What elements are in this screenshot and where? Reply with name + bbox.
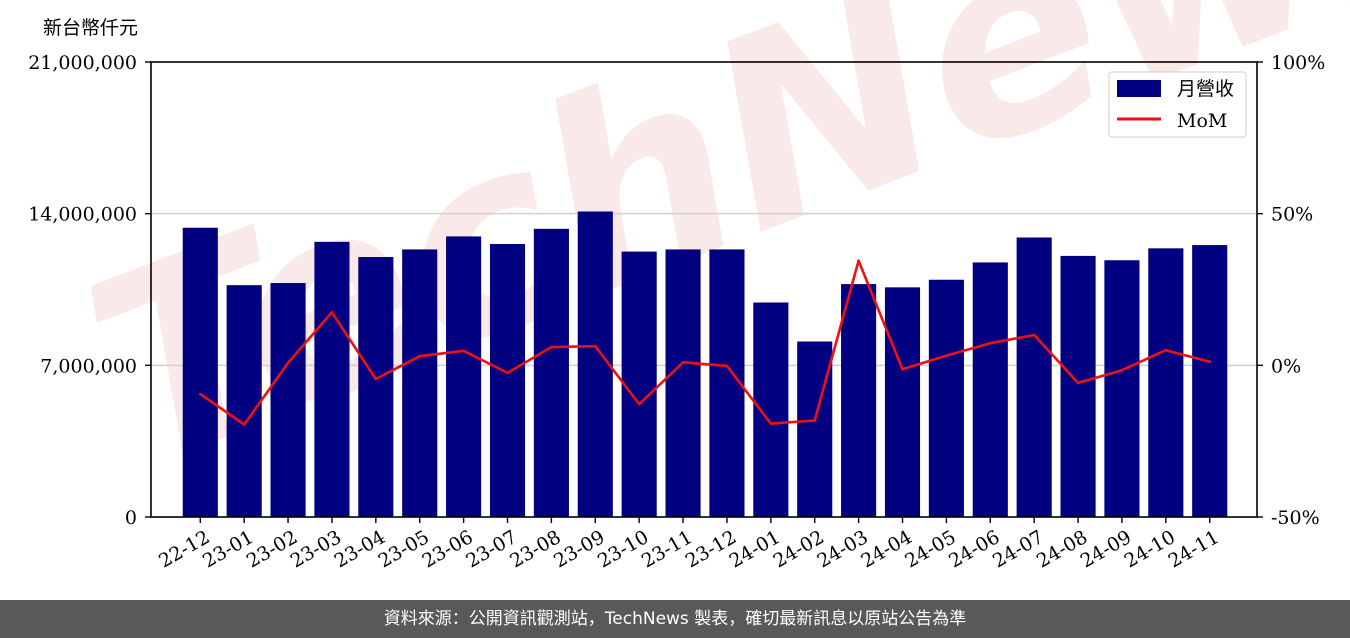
right-tick-label: 100% [1271, 52, 1325, 74]
bar-24-10 [1148, 248, 1184, 518]
x-axis-ticks: 22-1223-0123-0223-0323-0423-0523-0623-07… [155, 517, 1223, 572]
y-axis-unit-label: 新台幣仟元 [43, 17, 138, 39]
mom-point-23-03 [330, 310, 334, 314]
mom-point-23-05 [418, 354, 422, 358]
mom-point-24-09 [1120, 368, 1124, 372]
mom-point-24-10 [1164, 348, 1168, 352]
mom-point-24-01 [769, 422, 773, 425]
left-tick-label: 14,000,000 [28, 204, 137, 226]
bar-23-11 [665, 249, 701, 517]
bar-23-08 [533, 228, 569, 518]
bar-23-10 [621, 251, 657, 518]
bar-23-05 [402, 249, 438, 517]
bar-24-09 [1104, 260, 1140, 517]
bar-23-06 [446, 236, 482, 517]
mom-point-23-06 [462, 349, 465, 353]
mom-point-24-07 [1032, 333, 1036, 337]
mom-point-24-02 [813, 419, 817, 422]
right-axis-ticks: -50% 0% 50% 100% [1257, 52, 1325, 529]
mom-point-23-10 [637, 402, 641, 406]
axes [150, 61, 1258, 518]
mom-point-23-07 [506, 371, 509, 375]
bar-24-02 [797, 341, 833, 517]
footer-source-note: 資料來源：公開資訊觀測站，TechNews 製表，確切最新訊息以原站公告為準 [0, 600, 1350, 638]
mom-point-24-11 [1208, 360, 1212, 363]
mom-line-layer [198, 259, 1212, 426]
bar-23-07 [489, 244, 526, 517]
legend-bar-swatch [1117, 80, 1161, 97]
legend-label-revenue: 月營收 [1177, 78, 1234, 100]
mom-point-23-11 [681, 361, 685, 364]
left-tick-label: 7,000,000 [40, 355, 137, 377]
mom-point-23-08 [550, 345, 553, 349]
right-tick-label: 0% [1271, 355, 1301, 377]
bar-24-06 [972, 262, 1008, 517]
mom-point-24-03 [857, 259, 860, 262]
mom-point-23-02 [286, 361, 290, 365]
revenue-bars [182, 211, 1228, 518]
left-tick-label: 21,000,000 [28, 52, 137, 74]
bar-24-05 [928, 279, 964, 517]
bar-24-07 [1016, 237, 1052, 517]
bar-24-03 [841, 284, 877, 517]
right-tick-label: -50% [1271, 507, 1320, 529]
chart: TechNews 新台幣仟元 07,000,00014,000,00021,00… [28, 0, 1350, 572]
legend: 月營收 MoM [1108, 71, 1247, 138]
bar-23-02 [270, 283, 306, 517]
mom-point-24-08 [1076, 381, 1080, 385]
mom-point-23-12 [725, 364, 729, 368]
bar-24-11 [1192, 245, 1228, 518]
bar-23-03 [314, 241, 350, 518]
right-tick-label: 50% [1271, 204, 1313, 226]
bar-22-12 [182, 227, 218, 517]
x-tick-label: 24-11 [1165, 526, 1223, 572]
mom-point-24-06 [988, 341, 992, 345]
bar-24-08 [1060, 255, 1096, 517]
mom-point-24-05 [945, 354, 948, 357]
mom-point-24-04 [901, 367, 904, 371]
legend-label-mom: MoM [1177, 110, 1227, 132]
bar-23-01 [226, 285, 262, 517]
bar-23-04 [358, 257, 394, 517]
mom-point-23-01 [242, 423, 246, 426]
bar-23-09 [577, 211, 613, 517]
bar-24-01 [753, 302, 789, 517]
left-axis-ticks: 0 7,000,000 14,000,000 21,000,000 [28, 52, 151, 529]
mom-point-23-09 [593, 344, 597, 348]
plot-frame [150, 61, 1258, 518]
mom-point-23-04 [374, 377, 378, 381]
left-tick-label: 0 [125, 507, 137, 529]
mom-point-22-12 [198, 392, 202, 396]
bar-24-04 [884, 287, 921, 517]
mom-line [199, 259, 1211, 426]
